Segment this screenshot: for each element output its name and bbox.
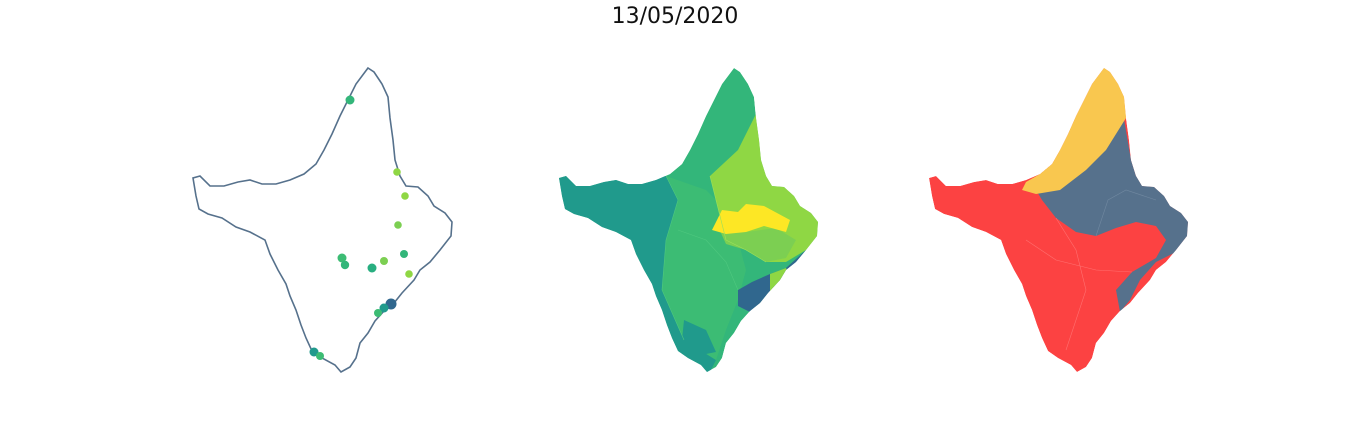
data-point: [393, 168, 401, 176]
region-outline: [192, 67, 453, 373]
data-point: [345, 95, 355, 105]
data-point: [400, 250, 408, 258]
data-point: [401, 192, 409, 200]
data-point: [394, 221, 402, 229]
data-point: [405, 270, 413, 278]
category-map: [929, 68, 1188, 372]
region-area: [712, 204, 790, 234]
data-point: [374, 309, 382, 317]
region-area: [682, 320, 716, 356]
data-point: [379, 303, 389, 313]
choropleth-map: [559, 68, 818, 372]
data-point: [367, 263, 377, 273]
region-area: [1036, 84, 1188, 312]
data-point: [337, 253, 347, 263]
region-area: [1022, 68, 1126, 194]
data-point: [309, 347, 319, 357]
data-point: [316, 352, 324, 360]
points-map: [192, 67, 453, 373]
data-point: [340, 260, 350, 270]
figure-title: 13/05/2020: [611, 4, 739, 29]
data-point: [380, 257, 388, 265]
